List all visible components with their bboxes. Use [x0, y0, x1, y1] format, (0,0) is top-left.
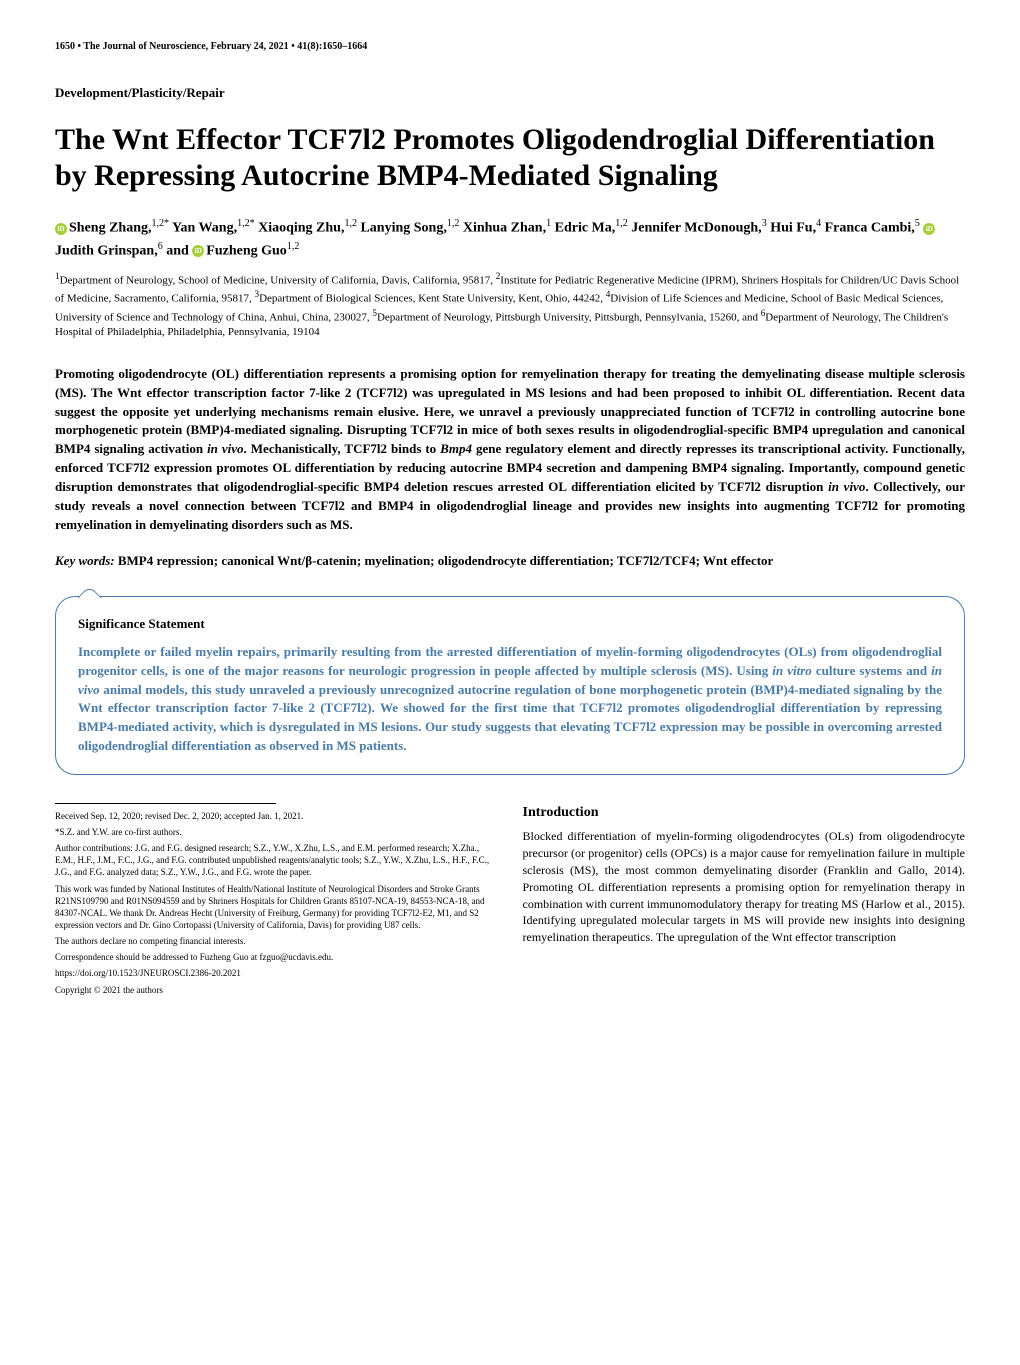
introduction-text: Blocked differentiation of myelin-formin…	[523, 828, 966, 946]
page-header: 1650 • The Journal of Neuroscience, Febr…	[55, 40, 965, 54]
journal-info: The Journal of Neuroscience, February 24…	[83, 41, 288, 52]
copyright: Copyright © 2021 the authors	[55, 984, 498, 996]
article-title: The Wnt Effector TCF7l2 Promotes Oligode…	[55, 122, 965, 194]
doi: https://doi.org/10.1523/JNEUROSCI.2386-2…	[55, 967, 498, 979]
correspondence: Correspondence should be addressed to Fu…	[55, 951, 498, 963]
funding-statement: This work was funded by National Institu…	[55, 883, 498, 932]
significance-title: Significance Statement	[78, 615, 942, 633]
keywords-label: Key words:	[55, 553, 115, 568]
received-date: Received Sep. 12, 2020; revised Dec. 2, …	[55, 810, 498, 822]
introduction-section: Introduction Blocked differentiation of …	[523, 803, 966, 1000]
section-label: Development/Plasticity/Repair	[55, 84, 965, 102]
competing-interests: The authors declare no competing financi…	[55, 935, 498, 947]
abstract: Promoting oligodendrocyte (OL) different…	[55, 365, 965, 535]
affiliations: 1Department of Neurology, School of Medi…	[55, 270, 965, 340]
page-number: 1650	[55, 41, 75, 52]
footer-columns: Received Sep. 12, 2020; revised Dec. 2, …	[55, 803, 965, 1000]
authors-list: Sheng Zhang,1,2* Yan Wang,1,2* Xiaoqing …	[55, 216, 965, 261]
introduction-heading: Introduction	[523, 803, 966, 823]
article-metadata: Received Sep. 12, 2020; revised Dec. 2, …	[55, 803, 498, 1000]
keywords: Key words: BMP4 repression; canonical Wn…	[55, 552, 965, 570]
keywords-content: BMP4 repression; canonical Wnt/β-catenin…	[118, 553, 773, 568]
author-contributions: Author contributions: J.G. and F.G. desi…	[55, 842, 498, 878]
significance-text: Incomplete or failed myelin repairs, pri…	[78, 643, 942, 756]
significance-statement-box: Significance Statement Incomplete or fai…	[55, 596, 965, 775]
volume-info: 41(8):1650–1664	[297, 41, 367, 52]
cofirst-note: *S.Z. and Y.W. are co-first authors.	[55, 826, 498, 838]
